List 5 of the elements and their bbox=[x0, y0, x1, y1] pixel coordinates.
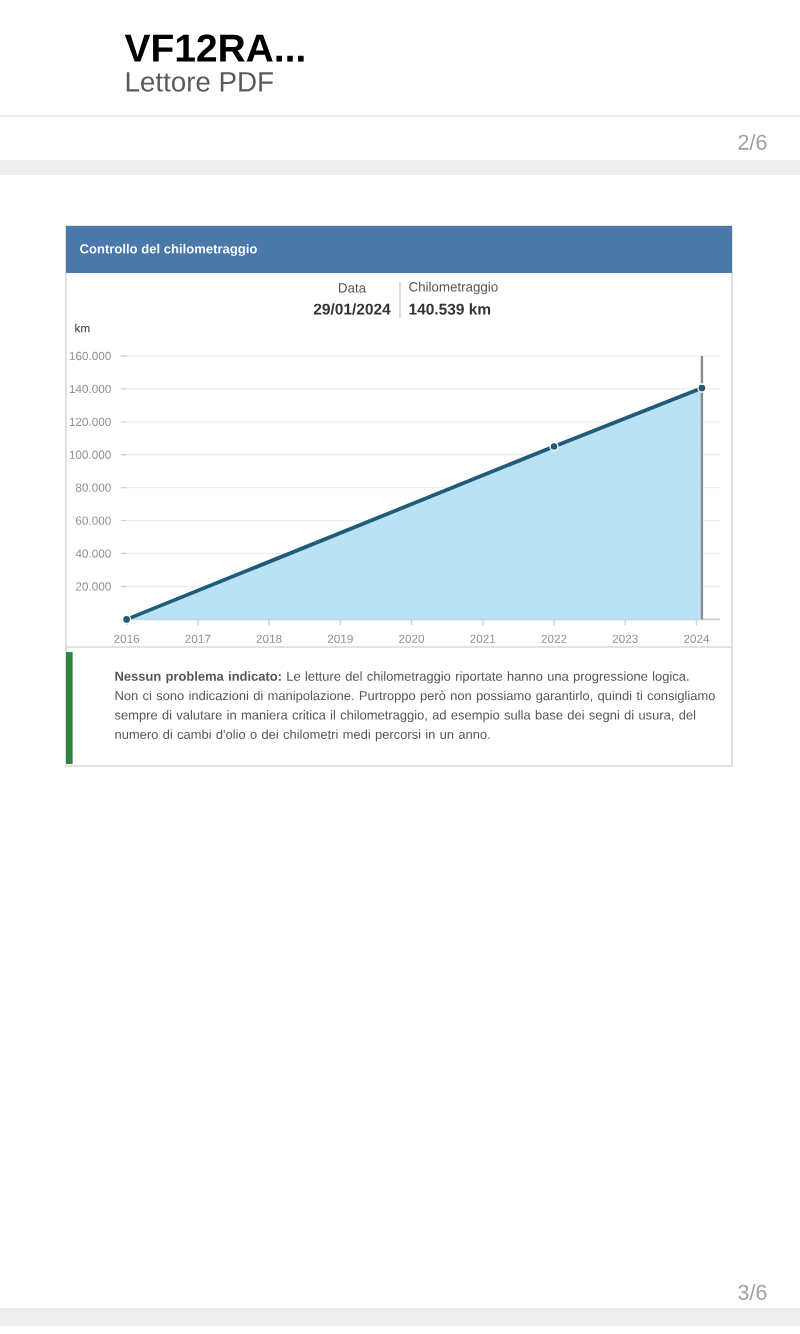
point bbox=[697, 383, 707, 393]
text: 3/6 bbox=[738, 1284, 767, 1300]
text: 2/6 bbox=[738, 134, 767, 150]
text: Lettore PDF bbox=[126, 72, 273, 92]
text: VF12RA... bbox=[124, 34, 304, 62]
